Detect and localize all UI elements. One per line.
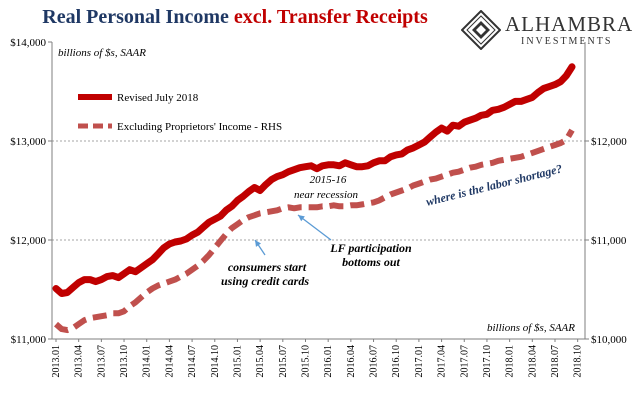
x-tick-label: 2016.01 [323, 345, 334, 378]
x-tick-label: 2017.10 [482, 345, 493, 378]
x-tick-label: 2018.04 [527, 345, 538, 378]
x-tick-label: 2017.04 [437, 345, 448, 378]
y-tick-label-left: $13,000 [10, 136, 46, 148]
legend-label: Revised July 2018 [117, 92, 199, 104]
title-part-1: Real Personal Income [42, 6, 234, 28]
right-axis-label: billions of $s, SAAR [487, 322, 575, 334]
x-tick-label: 2015.07 [278, 345, 289, 378]
x-tick-label: 2014.10 [210, 345, 221, 378]
x-tick-label: 2014.07 [187, 345, 198, 378]
y-tick-label-right: $11,000 [591, 235, 627, 247]
x-tick-label: 2013.07 [96, 345, 107, 378]
x-tick-label: 2015.01 [232, 345, 243, 378]
logo-diamond-icon [461, 10, 501, 50]
x-tick-label: 2013.10 [119, 345, 130, 378]
x-tick-label: 2016.04 [346, 345, 357, 378]
annotation-line: using credit cards [221, 274, 309, 288]
x-tick-label: 2018.01 [505, 345, 516, 378]
left-axis-label: billions of $s, SAAR [58, 47, 146, 59]
chart-title: Real Personal Income excl. Transfer Rece… [0, 6, 470, 29]
y-tick-label-left: $14,000 [10, 37, 46, 49]
x-tick-label: 2015.10 [300, 345, 311, 378]
x-tick-label: 2015.04 [255, 345, 266, 378]
series-line-excluding-proprietors [54, 128, 575, 334]
logo-subtitle: INVESTMENTS [521, 36, 613, 47]
annotation-line: bottoms out [342, 255, 400, 269]
x-tick-label: 2016.10 [391, 345, 402, 378]
logo-name: ALHAMBRA [505, 12, 634, 36]
annotation-line: LF participation [329, 241, 412, 255]
y-tick-label-right: $10,000 [591, 334, 627, 346]
x-tick-label: 2013.04 [74, 345, 85, 378]
annotation-arrow [297, 214, 332, 241]
x-tick-label: 2017.07 [459, 345, 470, 378]
annotation-arrowhead [298, 215, 305, 222]
annotation-line: 2015-16 [310, 174, 347, 186]
x-tick-label: 2013.01 [51, 345, 62, 378]
x-tick-label: 2018.07 [550, 345, 561, 378]
x-tick-label: 2018.10 [573, 345, 584, 378]
y-tick-label-left: $12,000 [10, 235, 46, 247]
x-tick-label: 2016.07 [369, 345, 380, 378]
title-part-2: excl. Transfer Receipts [233, 6, 428, 28]
x-tick-label: 2014.04 [164, 345, 175, 378]
annotation-line: where is the labor shortage? [424, 161, 563, 208]
annotation-line: near recession [294, 189, 359, 201]
x-tick-label: 2017.01 [414, 345, 425, 378]
y-tick-label-left: $11,000 [11, 334, 47, 346]
logo: ALHAMBRA INVESTMENTS [461, 6, 639, 52]
legend-label: Excluding Proprietors' Income - RHS [117, 121, 282, 133]
x-tick-label: 2014.01 [142, 345, 153, 378]
y-tick-label-right: $12,000 [591, 136, 627, 148]
annotation-arrowhead [255, 240, 262, 247]
annotation-line: consumers start [228, 260, 307, 274]
series-line-revised [52, 63, 576, 297]
